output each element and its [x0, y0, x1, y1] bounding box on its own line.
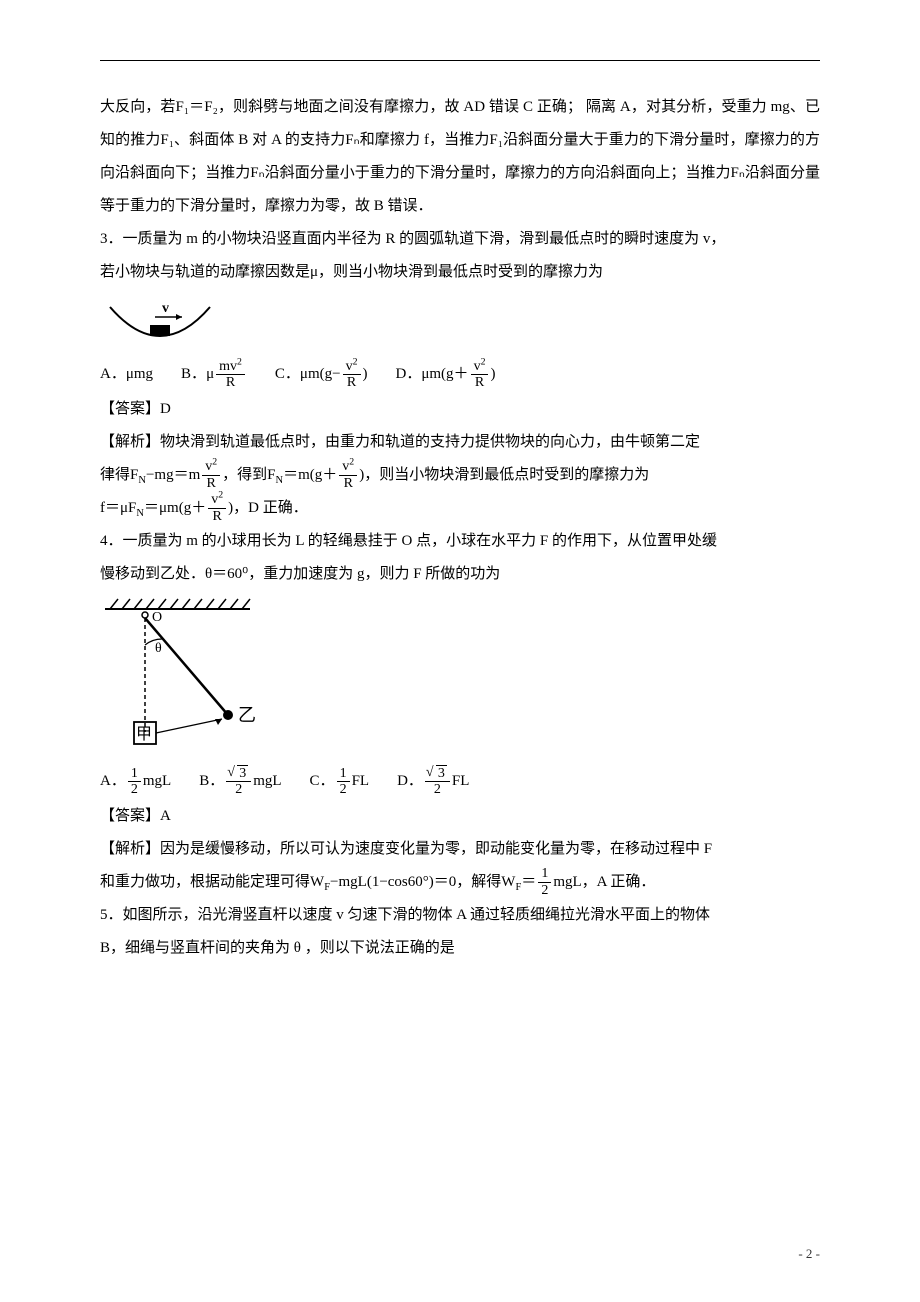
- q3-options: A．μmg B． μmv2R C． μm(g−v2R) D． μm(g＋v2R): [100, 359, 820, 391]
- q3-explain-line1: 【解析】物块滑到轨道最低点时，由重力和轨道的支持力提供物块的向心力，由牛顿第二定: [100, 426, 820, 459]
- q4-diagram: O θ 乙 甲: [100, 597, 820, 762]
- page: 大反向，若F₁＝F₂，则斜劈与地面之间没有摩擦力，故 AD 错误 C 正确； 隔…: [0, 0, 920, 1302]
- q3-explain-line3: f＝μFN＝μm(g＋v2R)，D 正确．: [100, 492, 820, 525]
- page-footer: - 2 -: [798, 1246, 820, 1262]
- q3-option-a: A．μmg: [100, 361, 153, 388]
- svg-text:甲: 甲: [136, 726, 152, 743]
- q4-option-d: D． 32FL: [397, 766, 469, 798]
- q3-answer: 【答案】D: [100, 393, 820, 426]
- q3-stem-line1: 3．一质量为 m 的小物块沿竖直面内半径为 R 的圆弧轨道下滑，滑到最低点时的瞬…: [100, 223, 820, 256]
- q4-stem-line1: 4．一质量为 m 的小球用长为 L 的轻绳悬挂于 O 点，小球在水平力 F 的作…: [100, 525, 820, 558]
- q3-stem-line2: 若小物块与轨道的动摩擦因数是μ，则当小物块滑到最低点时受到的摩擦力为: [100, 256, 820, 289]
- svg-text:O: O: [152, 610, 162, 625]
- q4-option-b: B． 32mgL: [199, 766, 281, 798]
- intro-paragraph: 大反向，若F₁＝F₂，则斜劈与地面之间没有摩擦力，故 AD 错误 C 正确； 隔…: [100, 91, 820, 223]
- svg-text:v: v: [162, 301, 169, 316]
- q4-explain-line2: 和重力做功，根据动能定理可得WF−mgL(1−cos60°)＝0，解得WF＝12…: [100, 866, 820, 899]
- q3-diagram: v: [100, 295, 820, 355]
- top-rule: [100, 60, 820, 61]
- q4-stem-line2: 慢移动到乙处．θ＝60⁰，重力加速度为 g，则力 F 所做的功为: [100, 558, 820, 591]
- q5-stem-line1: 5．如图所示，沿光滑竖直杆以速度 v 匀速下滑的物体 A 通过轻质细绳拉光滑水平…: [100, 899, 820, 932]
- q3-explain-line2: 律得FN−mg＝mv2R，得到FN＝m(g＋v2R)，则当小物块滑到最低点时受到…: [100, 459, 820, 492]
- q4-option-a: A． 12mgL: [100, 766, 171, 798]
- svg-text:θ: θ: [155, 641, 162, 656]
- svg-text:乙: 乙: [238, 705, 256, 725]
- q4-explain-line1: 【解析】因为是缓慢移动，所以可认为速度变化量为零，即动能变化量为零，在移动过程中…: [100, 833, 820, 866]
- q3-option-d: D． μm(g＋v2R): [396, 359, 496, 391]
- q4-answer: 【答案】A: [100, 800, 820, 833]
- q4-option-c: C． 12FL: [310, 766, 370, 798]
- q5-stem-line2: B，细绳与竖直杆间的夹角为 θ ，则以下说法正确的是: [100, 932, 820, 965]
- q3-option-c: C． μm(g−v2R): [275, 359, 368, 391]
- q4-options: A． 12mgL B． 32mgL C． 12FL D． 32FL: [100, 766, 820, 798]
- q3-option-b: B． μmv2R: [181, 359, 247, 391]
